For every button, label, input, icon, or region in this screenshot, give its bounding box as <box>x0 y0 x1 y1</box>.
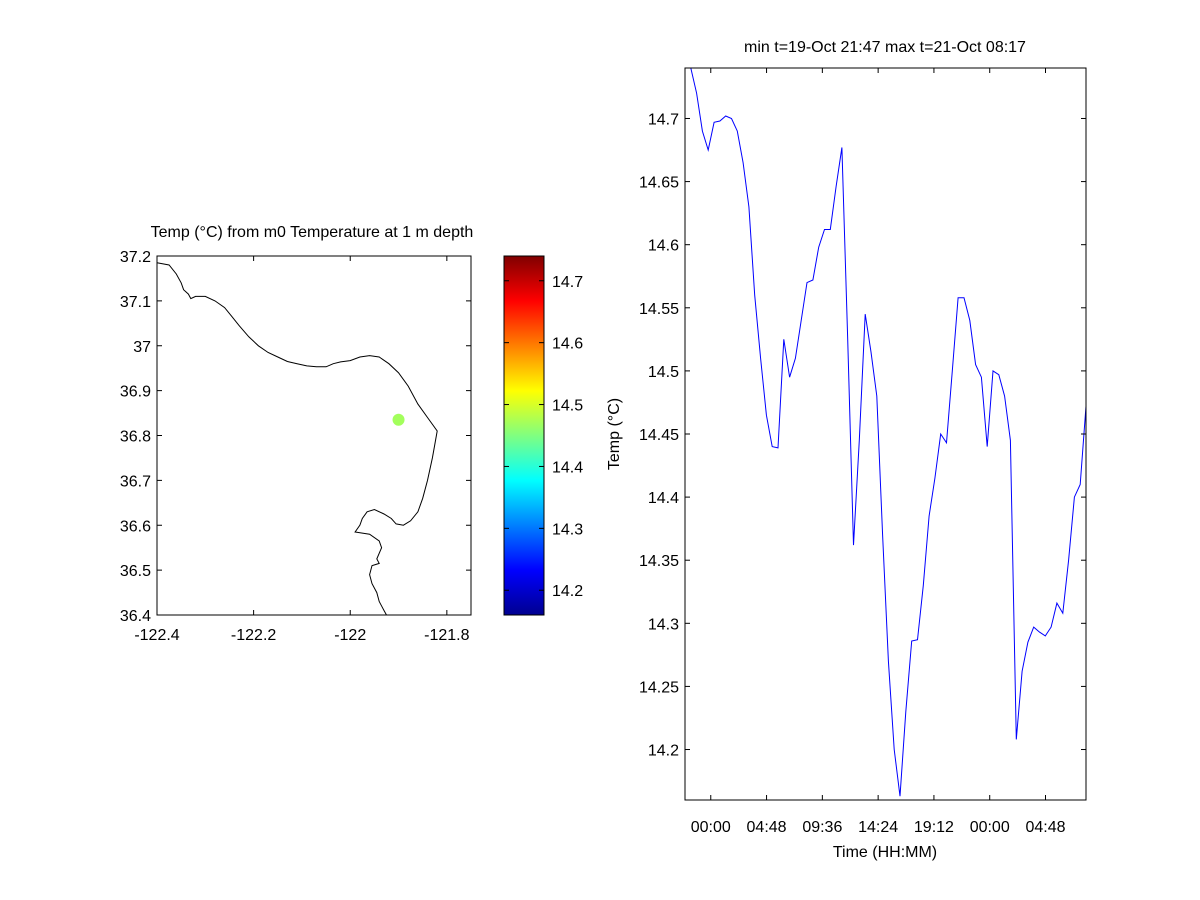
ts-x-tick-label: 00:00 <box>970 819 1010 836</box>
chart-title: min t=19-Oct 21:47 max t=21-Oct 08:17 <box>744 39 1026 56</box>
map-y-tick-label: 37 <box>133 339 151 356</box>
colorbar-tick-label: 14.3 <box>552 521 583 538</box>
map-y-tick-label: 36.9 <box>120 384 151 401</box>
x-axis-label: Time (HH:MM) <box>833 844 937 861</box>
colorbar-gradient <box>503 255 545 616</box>
map-y-axis: 36.4 36.5 36.6 36.7 36.8 36.9 37 37.1 37.2 <box>120 249 471 625</box>
timeseries-panel: min t=19-Oct 21:47 max t=21-Oct 08:17 00… <box>606 39 1087 861</box>
station-layer <box>392 413 405 426</box>
ts-y-tick-label: 14.65 <box>639 175 679 192</box>
map-title: Temp (°C) from m0 Temperature at 1 m dep… <box>151 224 474 241</box>
temperature-series-line <box>685 67 1087 797</box>
colorbar-tick-label: 14.4 <box>552 459 583 476</box>
colorbar-tick-label: 14.2 <box>552 583 583 600</box>
ts-y-tick-label: 14.35 <box>639 553 679 570</box>
station-marker <box>392 413 405 426</box>
coastline-layer <box>156 262 438 616</box>
map-y-tick-label: 36.8 <box>120 429 151 446</box>
map-panel: Temp (°C) from m0 Temperature at 1 m dep… <box>120 224 473 644</box>
colorbar-tick-label: 14.7 <box>552 274 583 291</box>
map-y-tick-label: 36.4 <box>120 608 151 625</box>
ts-x-tick-label: 14:24 <box>858 819 898 836</box>
ts-x-tick-label: 09:36 <box>802 819 842 836</box>
ts-y-tick-label: 14.25 <box>639 679 679 696</box>
map-y-tick-label: 36.5 <box>120 563 151 580</box>
map-x-tick-label: -122 <box>334 627 366 644</box>
map-x-tick-label: -122.4 <box>134 627 179 644</box>
map-y-tick-label: 36.7 <box>120 473 151 490</box>
ts-x-tick-label: 00:00 <box>691 819 731 836</box>
ts-y-tick-label: 14.55 <box>639 301 679 318</box>
ts-x-tick-label: 19:12 <box>914 819 954 836</box>
ts-y-tick-label: 14.3 <box>648 616 679 633</box>
map-y-tick-label: 37.1 <box>120 294 151 311</box>
map-y-tick-label: 37.2 <box>120 249 151 266</box>
map-y-tick-label: 36.6 <box>120 518 151 535</box>
map-x-tick-label: -121.8 <box>424 627 469 644</box>
colorbar: 14.2 14.3 14.4 14.5 14.6 14.7 <box>503 255 583 616</box>
map-x-axis: -122.4 -122.2 -122 -121.8 <box>134 256 470 644</box>
colorbar-ticks: 14.2 14.3 14.4 14.5 14.6 14.7 <box>504 274 583 600</box>
map-x-tick-label: -122.2 <box>231 627 276 644</box>
ts-y-tick-label: 14.45 <box>639 427 679 444</box>
y-axis-label: Temp (°C) <box>606 398 623 470</box>
ts-x-tick-label: 04:48 <box>1025 819 1065 836</box>
timeseries-x-axis: 00:00 04:48 09:36 14:24 19:12 00:00 04:48 <box>691 68 1066 836</box>
colorbar-tick-label: 14.6 <box>552 336 583 353</box>
ts-y-tick-label: 14.7 <box>648 111 679 128</box>
ts-y-tick-label: 14.2 <box>648 743 679 760</box>
colorbar-tick-label: 14.5 <box>552 398 583 415</box>
ts-y-tick-label: 14.5 <box>648 364 679 381</box>
ts-y-tick-label: 14.6 <box>648 238 679 255</box>
ts-x-tick-label: 04:48 <box>747 819 787 836</box>
coastline <box>156 262 438 616</box>
ts-y-tick-label: 14.4 <box>648 490 679 507</box>
timeseries-y-axis: 14.2 14.25 14.3 14.35 14.4 14.45 14.5 14.55 14.6… <box>639 111 1086 760</box>
